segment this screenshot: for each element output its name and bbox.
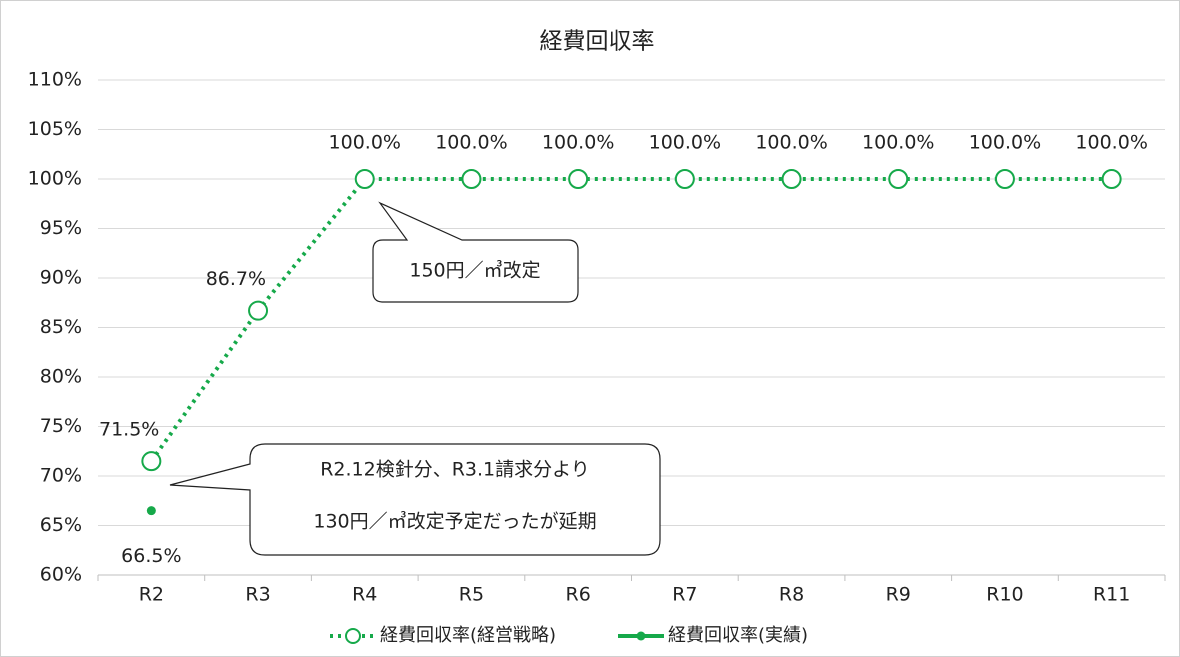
y-tick-label: 80% bbox=[40, 366, 82, 388]
marker bbox=[568, 169, 589, 189]
data-label: 71.5% bbox=[99, 419, 159, 441]
data-label: 100.0% bbox=[542, 132, 614, 154]
y-tick-label: 100% bbox=[28, 168, 82, 190]
data-label: 100.0% bbox=[755, 132, 827, 154]
callout-text: 150円／㎥改定 bbox=[409, 260, 540, 282]
callout bbox=[169, 443, 661, 556]
x-tick-label: R6 bbox=[566, 584, 591, 606]
chart-title: 経費回収率 bbox=[540, 29, 655, 55]
data-label: 100.0% bbox=[1075, 132, 1147, 154]
y-tick-label: 65% bbox=[40, 514, 82, 536]
legend-marker bbox=[345, 628, 361, 644]
marker bbox=[146, 506, 156, 516]
x-tick-label: R10 bbox=[986, 584, 1023, 606]
data-label: 100.0% bbox=[862, 132, 934, 154]
y-tick-label: 60% bbox=[40, 564, 82, 586]
y-tick-label: 110% bbox=[28, 69, 82, 91]
x-tick-label: R9 bbox=[886, 584, 911, 606]
legend-label: 経費回収率(経営戦略) bbox=[380, 625, 556, 646]
y-tick-label: 75% bbox=[40, 415, 82, 437]
x-tick-label: R3 bbox=[245, 584, 270, 606]
legend-label: 経費回収率(実績) bbox=[668, 625, 808, 646]
marker bbox=[461, 169, 482, 189]
callout bbox=[372, 201, 579, 303]
x-tick-label: R2 bbox=[139, 584, 164, 606]
marker bbox=[248, 300, 269, 321]
y-tick-label: 95% bbox=[40, 217, 82, 239]
legend-marker bbox=[636, 631, 646, 641]
x-tick-label: R5 bbox=[459, 584, 484, 606]
y-tick-label: 85% bbox=[40, 316, 82, 338]
data-label: 100.0% bbox=[969, 132, 1041, 154]
marker bbox=[994, 169, 1015, 189]
marker bbox=[781, 169, 802, 189]
x-tick-label: R8 bbox=[779, 584, 804, 606]
marker bbox=[1101, 169, 1122, 189]
data-label: 86.7% bbox=[206, 268, 266, 290]
x-tick-label: R7 bbox=[672, 584, 697, 606]
y-tick-label: 70% bbox=[40, 465, 82, 487]
callout-text: R2.12検針分、R3.1請求分より bbox=[320, 459, 590, 481]
data-label: 100.0% bbox=[435, 132, 507, 154]
marker bbox=[141, 451, 162, 472]
marker bbox=[354, 169, 375, 189]
x-tick-label: R4 bbox=[352, 584, 377, 606]
y-tick-label: 105% bbox=[28, 118, 82, 140]
data-label: 66.5% bbox=[121, 545, 181, 567]
marker bbox=[888, 169, 909, 189]
marker bbox=[674, 169, 695, 189]
data-label: 100.0% bbox=[649, 132, 721, 154]
data-label: 100.0% bbox=[329, 132, 401, 154]
y-tick-label: 90% bbox=[40, 267, 82, 289]
callout-text: 130円／㎥改定予定だったが延期 bbox=[313, 511, 596, 533]
x-tick-label: R11 bbox=[1093, 584, 1130, 606]
